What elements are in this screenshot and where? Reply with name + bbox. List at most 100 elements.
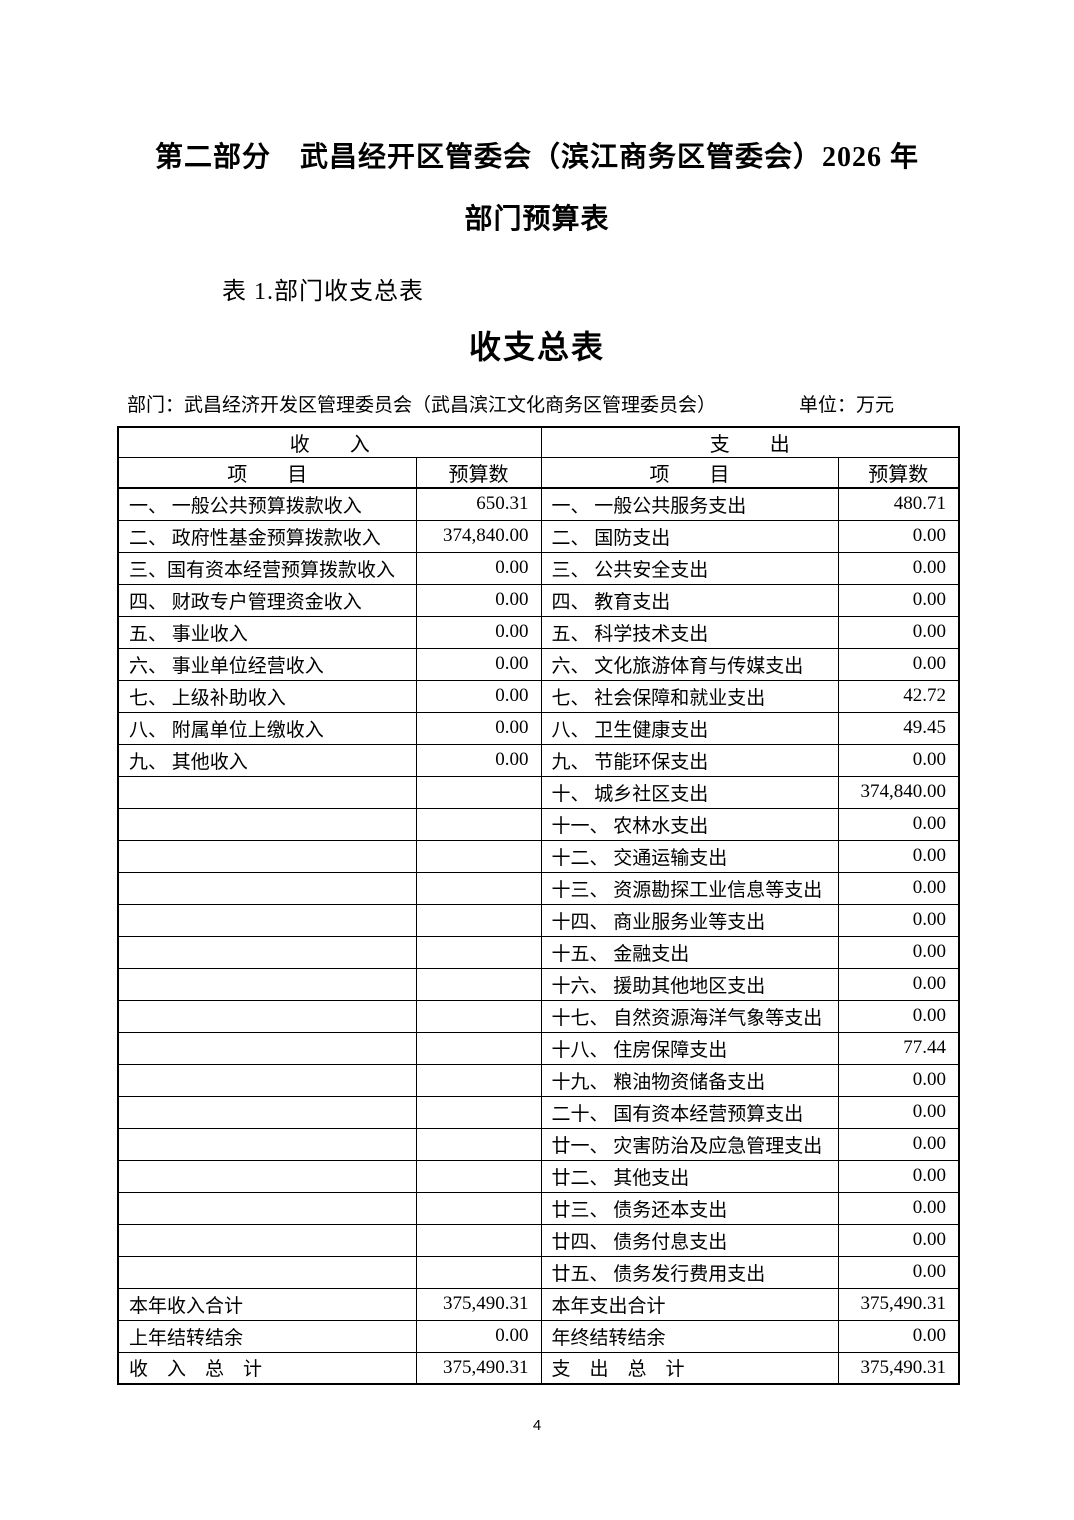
expense-budget-column-header: 预算数 [837,457,960,489]
expense-value-cell: 0.00 [837,935,960,969]
income-value-cell: 0.00 [415,711,542,745]
expense-value-cell: 0.00 [837,807,960,841]
department-label: 部门：武昌经济开发区管理委员会（武昌滨江文化商务区管理委员会） [127,395,717,416]
table-row: 十六、 援助其他地区支出 0.00 [117,967,960,1001]
income-item-cell: 四、 财政专户管理资金收入 [117,583,417,617]
expense-value-cell: 49.45 [837,711,960,745]
expense-item-column-header: 项 目 [540,457,839,489]
income-item-cell [117,807,417,841]
expense-item-cell: 十八、 住房保障支出 [540,1031,839,1065]
income-value-cell [415,775,542,809]
table-row: 三、国有资本经营预算拨款收入 0.00 三、 公共安全支出 0.00 [117,551,960,585]
expense-item-cell: 廿一、 灾害防治及应急管理支出 [540,1127,839,1161]
expense-item-cell: 五、 科学技术支出 [540,615,839,649]
income-value-cell [415,1095,542,1129]
table-row: 廿四、 债务付息支出 0.00 [117,1223,960,1257]
income-value-cell [415,999,542,1033]
expense-value-cell: 0.00 [837,1127,960,1161]
table-row: 十、 城乡社区支出 374,840.00 [117,775,960,809]
table-row: 十五、 金融支出 0.00 [117,935,960,969]
table-row: 十九、 粮油物资储备支出 0.00 [117,1063,960,1097]
expense-item-cell: 七、 社会保障和就业支出 [540,679,839,713]
income-item-cell [117,775,417,809]
income-value-cell [415,903,542,937]
expense-value-cell: 375,490.31 [837,1287,960,1321]
income-item-cell: 三、国有资本经营预算拨款收入 [117,551,417,585]
table-title: 收支总表 [468,329,605,365]
table-row: 二十、 国有资本经营预算支出 0.00 [117,1095,960,1129]
expense-value-cell: 42.72 [837,679,960,713]
income-value-cell: 0.00 [415,551,542,585]
expense-item-cell: 十六、 援助其他地区支出 [540,967,839,1001]
expense-item-cell: 八、 卫生健康支出 [540,711,839,745]
income-item-cell [117,903,417,937]
expense-item-cell: 廿四、 债务付息支出 [540,1223,839,1257]
document-title-line2: 部门预算表 [464,204,610,235]
table-row: 廿三、 债务还本支出 0.00 [117,1191,960,1225]
expense-item-cell: 二十、 国有资本经营预算支出 [540,1095,839,1129]
table-row: 十四、 商业服务业等支出 0.00 [117,903,960,937]
expense-value-cell: 77.44 [837,1031,960,1065]
expense-value-cell: 375,490.31 [837,1351,960,1385]
expense-section-header: 支 出 [540,426,960,458]
expense-item-cell: 三、 公共安全支出 [540,551,839,585]
table-row: 十三、 资源勘探工业信息等支出 0.00 [117,871,960,905]
expense-item-cell: 十二、 交通运输支出 [540,839,839,873]
income-item-cell [117,1191,417,1225]
income-value-cell [415,1063,542,1097]
income-item-cell [117,839,417,873]
income-section-header: 收 入 [117,426,542,458]
expense-value-cell: 0.00 [837,519,960,553]
income-item-cell: 本年收入合计 [117,1287,417,1321]
document-title-line1: 第二部分 武昌经开区管委会（滨江商务区管委会）2026 年 [154,142,919,173]
income-value-cell: 0.00 [415,743,542,777]
expense-value-cell: 0.00 [837,871,960,905]
expense-value-cell: 0.00 [837,999,960,1033]
expense-value-cell: 0.00 [837,647,960,681]
income-value-cell [415,871,542,905]
expense-item-cell: 廿二、 其他支出 [540,1159,839,1193]
table-row: 六、 事业单位经营收入 0.00 六、 文化旅游体育与传媒支出 0.00 [117,647,960,681]
expense-item-cell: 四、 教育支出 [540,583,839,617]
expense-value-cell: 0.00 [837,967,960,1001]
expense-item-cell: 支 出 总 计 [540,1351,839,1385]
expense-item-cell: 十、 城乡社区支出 [540,775,839,809]
expense-item-cell: 十五、 金融支出 [540,935,839,969]
income-item-cell: 八、 附属单位上缴收入 [117,711,417,745]
table-row: 十七、 自然资源海洋气象等支出 0.00 [117,999,960,1033]
income-item-cell [117,999,417,1033]
expense-value-cell: 0.00 [837,1063,960,1097]
income-value-cell: 375,490.31 [415,1287,542,1321]
income-item-column-header: 项 目 [117,457,417,489]
table-row: 十二、 交通运输支出 0.00 [117,839,960,873]
expense-value-cell: 0.00 [837,583,960,617]
column-header-row: 项 目 预算数 项 目 预算数 [117,457,960,489]
income-budget-column-header: 预算数 [415,457,542,489]
income-value-cell [415,1223,542,1257]
expense-value-cell: 0.00 [837,1095,960,1129]
expense-item-cell: 十三、 资源勘探工业信息等支出 [540,871,839,905]
expense-item-cell: 二、 国防支出 [540,519,839,553]
table-row: 二、 政府性基金预算拨款收入 374,840.00 二、 国防支出 0.00 [117,519,960,553]
budget-summary-table: 收 入 支 出 项 目 预算数 项 目 预算数 一、 一般公共预算拨款收入 650… [117,426,960,1385]
expense-item-cell: 一、 一般公共服务支出 [540,487,839,521]
income-item-cell: 二、 政府性基金预算拨款收入 [117,519,417,553]
income-value-cell: 0.00 [415,647,542,681]
table-row: 一、 一般公共预算拨款收入 650.31 一、 一般公共服务支出 480.71 [117,487,960,521]
income-item-cell: 六、 事业单位经营收入 [117,647,417,681]
expense-value-cell: 374,840.00 [837,775,960,809]
income-item-cell [117,1223,417,1257]
unit-label: 单位：万元 [798,395,894,416]
income-value-cell: 650.31 [415,487,542,521]
expense-item-cell: 年终结转结余 [540,1319,839,1353]
table-row: 七、 上级补助收入 0.00 七、 社会保障和就业支出 42.72 [117,679,960,713]
table-row: 十八、 住房保障支出 77.44 [117,1031,960,1065]
income-item-cell [117,1255,417,1289]
table-row: 五、 事业收入 0.00 五、 科学技术支出 0.00 [117,615,960,649]
expense-value-cell: 0.00 [837,743,960,777]
table-row: 廿五、 债务发行费用支出 0.00 [117,1255,960,1289]
income-item-cell [117,1031,417,1065]
table-row: 廿一、 灾害防治及应急管理支出 0.00 [117,1127,960,1161]
income-item-cell [117,871,417,905]
